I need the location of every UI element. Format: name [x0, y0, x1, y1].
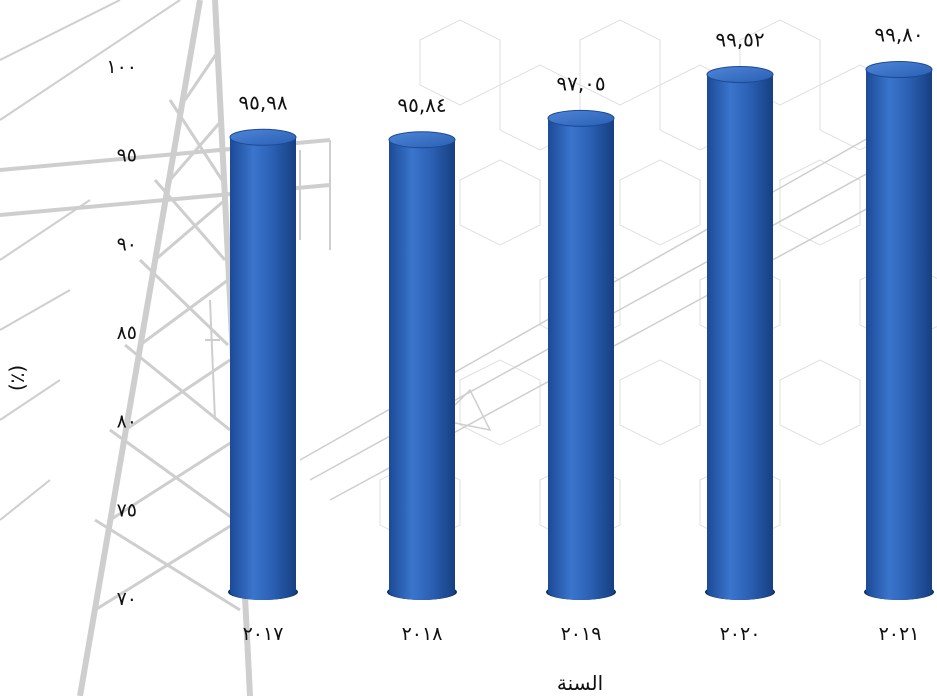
y-tick-label: ١٠٠ — [106, 56, 137, 78]
bar-cap — [388, 131, 456, 149]
value-label: ٩٥,٨٤ — [397, 93, 446, 117]
value-label: ٩٩,٨٠ — [874, 23, 923, 47]
value-label: ٩٩,٥٢ — [715, 28, 764, 52]
x-tick-label: ٢٠١٨ — [402, 623, 443, 645]
bar — [387, 131, 457, 600]
hex-pattern — [379, 19, 937, 546]
x-tick-label: ٢٠١٧ — [243, 623, 284, 645]
x-tick-label: ٢٠٢١ — [879, 623, 920, 645]
bar-body — [230, 137, 296, 600]
y-tick-label: ٩٥ — [117, 145, 137, 167]
bar-body — [389, 139, 455, 600]
bar — [546, 109, 616, 601]
y-tick-label: ٩٠ — [117, 233, 137, 255]
y-tick-label: ٧٠ — [117, 588, 137, 610]
bar-body — [548, 118, 614, 601]
x-tick-label: ٢٠٢٠ — [720, 623, 761, 645]
bar-cap — [229, 128, 297, 146]
y-axis-ticks: ٧٠ ٧٥ ٨٠ ٨٥ ٩٠ ٩٥ ١٠٠ — [106, 56, 137, 610]
y-tick-label: ٨٠ — [117, 411, 137, 433]
bar — [228, 128, 298, 600]
bar-cap — [865, 61, 933, 79]
bar — [864, 61, 934, 600]
bar-body — [707, 74, 773, 600]
y-axis-title: (٪) — [5, 365, 29, 391]
bar-cap — [547, 109, 615, 127]
bar-cap — [706, 66, 774, 84]
value-label: ٩٧,٠٥ — [556, 71, 605, 95]
value-label: ٩٥,٩٨ — [238, 90, 288, 114]
bar — [705, 66, 775, 600]
x-axis-title: السنة — [557, 671, 603, 695]
x-tick-label: ٢٠١٩ — [561, 623, 602, 645]
value-labels-group: ٩٥,٩٨ ٩٥,٨٤ ٩٧,٠٥ ٩٩,٥٢ ٩٩,٨٠ — [238, 23, 923, 117]
y-tick-label: ٨٥ — [117, 322, 137, 344]
bar-body — [866, 69, 932, 600]
bars-group — [228, 61, 934, 601]
y-tick-label: ٧٥ — [117, 499, 137, 521]
chart-axes: ٧٠ ٧٥ ٨٠ ٨٥ ٩٠ ٩٥ ١٠٠ ٢٠١٧ ٢٠١٨ ٢٠١٩ ٢٠٢٠ ٢٠٢١ — [106, 56, 919, 645]
x-axis-ticks: ٢٠١٧ ٢٠١٨ ٢٠١٩ ٢٠٢٠ ٢٠٢١ — [243, 623, 920, 645]
